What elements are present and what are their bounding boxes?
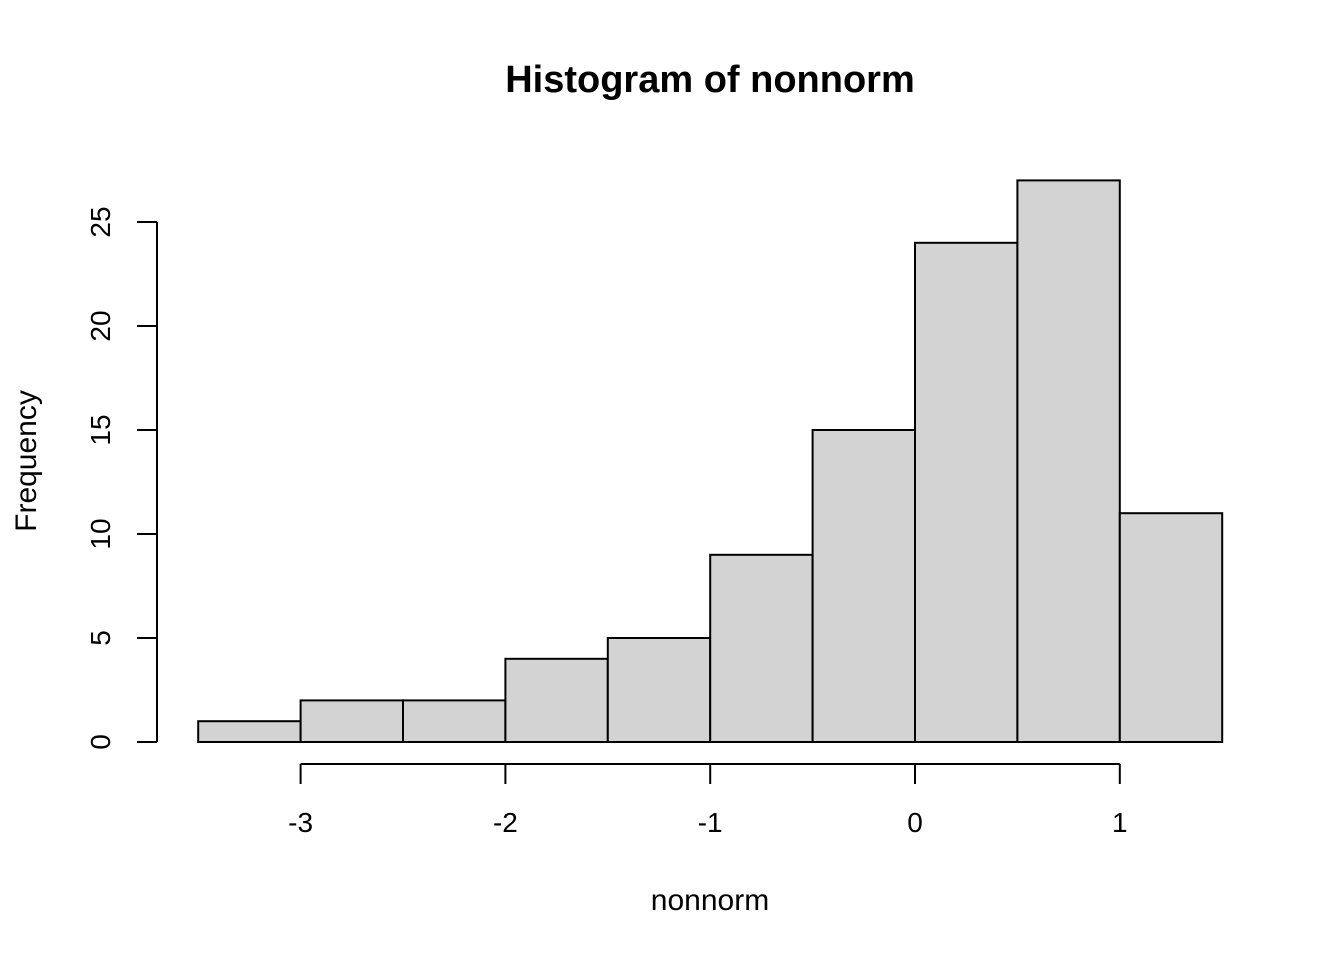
y-tick-label-2: 10 (85, 518, 116, 549)
histogram-bar-3 (504, 657, 609, 743)
y-tick-label-4: 20 (85, 310, 116, 341)
histogram-bar-6 (811, 429, 916, 743)
histogram-bar-0 (197, 720, 302, 744)
x-tick-label-1: -2 (493, 807, 518, 838)
histogram-bar-7 (914, 241, 1019, 744)
y-axis: 0 5 10 15 20 25 (85, 206, 158, 750)
histogram-bar-9 (1118, 512, 1224, 744)
x-tick-label-0: -3 (288, 807, 313, 838)
histogram-bar-1 (299, 699, 405, 744)
x-tick-label-3: 0 (907, 807, 923, 838)
y-tick-label-1: 5 (85, 630, 116, 646)
histogram-bar-5 (709, 553, 814, 743)
histogram-bar-4 (606, 637, 712, 743)
y-tick-label-0: 0 (85, 734, 116, 750)
y-tick-label-3: 15 (85, 414, 116, 445)
histogram-bars (197, 179, 1224, 744)
chart-title: Histogram of nonnorm (505, 59, 915, 101)
x-axis: -3 -2 -1 0 1 (288, 763, 1128, 838)
histogram-bar-2 (402, 699, 507, 744)
x-axis-label: nonnorm (651, 884, 769, 917)
histogram-bar-8 (1016, 179, 1121, 743)
y-axis-label: Frequency (10, 390, 43, 532)
x-tick-label-2: -1 (698, 807, 723, 838)
x-tick-label-4: 1 (1112, 807, 1128, 838)
y-tick-label-5: 25 (85, 206, 116, 237)
